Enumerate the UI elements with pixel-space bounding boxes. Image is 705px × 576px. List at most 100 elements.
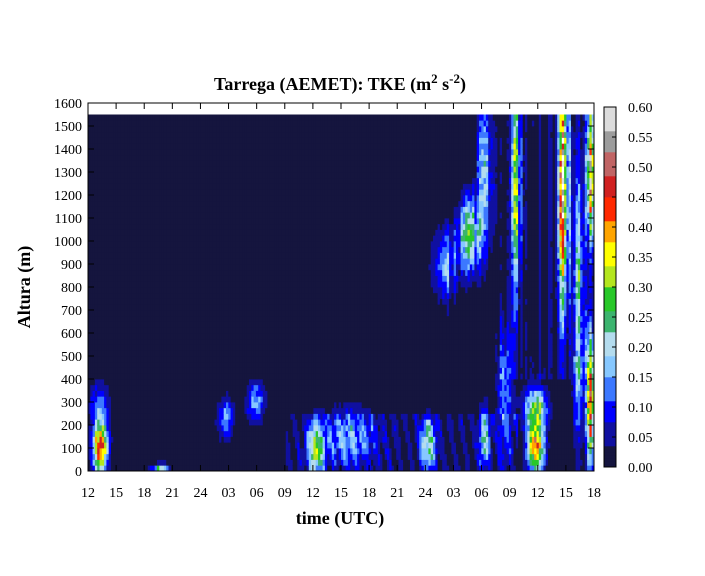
colorbar-segment	[604, 464, 616, 468]
y-tick-label: 0	[75, 465, 82, 480]
colorbar-segment	[604, 281, 616, 285]
colorbar-segment	[604, 455, 616, 459]
colorbar-segment	[604, 197, 616, 201]
x-tick-label: 09	[278, 486, 292, 501]
x-tick-label: 24	[193, 486, 207, 501]
colorbar-tick-label: 0.00	[628, 461, 653, 476]
x-tick-label: 12	[81, 486, 95, 501]
colorbar-segment	[604, 128, 616, 132]
title-mid: s	[438, 74, 450, 94]
colorbar-segment	[604, 170, 616, 174]
colorbar-segment	[604, 152, 616, 156]
colorbar-segment	[604, 257, 616, 261]
colorbar-segment	[604, 419, 616, 423]
colorbar-segment	[604, 416, 616, 420]
colorbar-segment	[604, 386, 616, 390]
y-tick-label: 1000	[54, 235, 82, 250]
title-sup-2: -2	[449, 71, 460, 86]
colorbar-segment	[604, 347, 616, 351]
colorbar-segment	[604, 359, 616, 363]
colorbar-segment	[604, 200, 616, 204]
colorbar-segment	[604, 110, 616, 114]
y-tick-label: 1400	[54, 143, 82, 158]
colorbar-segment	[604, 188, 616, 192]
x-axis-label: time (UTC)	[296, 508, 384, 529]
colorbar-segment	[604, 233, 616, 237]
colorbar-segment	[604, 422, 616, 426]
colorbar-segment	[604, 290, 616, 294]
colorbar-segment	[604, 350, 616, 354]
colorbar-segment	[604, 167, 616, 171]
colorbar-segment	[604, 458, 616, 462]
colorbar-segment	[604, 302, 616, 306]
colorbar-segment	[604, 326, 616, 330]
x-tick-label: 12	[531, 486, 545, 501]
y-axis: 0 100 200 300 400 500 600 700 800 900 1000 1100 1200…	[54, 97, 594, 480]
title-end: )	[460, 74, 466, 95]
colorbar-segment	[604, 395, 616, 399]
title-main: Tarrega (AEMET): TKE (m	[214, 74, 431, 95]
colorbar-tick-label: 0.15	[628, 371, 653, 386]
colorbar-segment	[604, 272, 616, 276]
colorbar-segment	[604, 284, 616, 288]
colorbar-segment	[604, 335, 616, 339]
x-axis: 12 15 18 21 24 03 06 09 12 15 18 21 24 03 06 09 12 15 18	[81, 103, 601, 501]
y-axis-label: Altura (m)	[14, 246, 35, 328]
colorbar-segment	[604, 368, 616, 372]
colorbar-segment	[604, 341, 616, 345]
x-tick-label: 03	[222, 486, 236, 501]
colorbar-segment	[604, 224, 616, 228]
colorbar-segment	[604, 383, 616, 387]
colorbar-segment	[604, 230, 616, 234]
colorbar-segment	[604, 440, 616, 444]
colorbar-segment	[604, 410, 616, 414]
colorbar-segment	[604, 275, 616, 279]
colorbar-segment	[604, 437, 616, 441]
colorbar-segment	[604, 215, 616, 219]
colorbar-segment	[604, 434, 616, 438]
colorbar-segment	[604, 131, 616, 135]
colorbar-segment	[604, 266, 616, 270]
colorbar-segment	[604, 398, 616, 402]
colorbar-tick-label: 0.60	[628, 101, 653, 116]
x-tick-label: 21	[390, 486, 404, 501]
colorbar-segment	[604, 374, 616, 378]
x-tick-label: 09	[503, 486, 517, 501]
colorbar-segment	[604, 212, 616, 216]
colorbar-segment	[604, 323, 616, 327]
colorbar-segment	[604, 155, 616, 159]
colorbar-segment	[604, 239, 616, 243]
colorbar-segment	[604, 236, 616, 240]
colorbar-segment	[604, 443, 616, 447]
colorbar-segment	[604, 149, 616, 153]
colorbar-segment	[604, 194, 616, 198]
colorbar-segment	[604, 218, 616, 222]
colorbar-segment	[604, 143, 616, 147]
colorbar-tick-label: 0.55	[628, 131, 653, 146]
y-tick-label: 600	[61, 327, 82, 342]
colorbar-segment	[604, 287, 616, 291]
colorbar-segment	[604, 305, 616, 309]
y-tick-label: 400	[61, 373, 82, 388]
colorbar-segment	[604, 404, 616, 408]
colorbar-segment	[604, 176, 616, 180]
colorbar-segment	[604, 377, 616, 381]
y-tick-label: 500	[61, 350, 82, 365]
colorbar-tick-label: 0.05	[628, 431, 653, 446]
x-tick-label: 18	[362, 486, 376, 501]
heatmap-field	[88, 114, 595, 472]
colorbar-segment	[604, 329, 616, 333]
colorbar-tick-label: 0.20	[628, 341, 653, 356]
x-tick-label: 15	[559, 486, 573, 501]
colorbar-segment	[604, 134, 616, 138]
y-tick-label: 900	[61, 258, 82, 273]
x-tick-label: 21	[165, 486, 179, 501]
colorbar-tick-label: 0.30	[628, 281, 653, 296]
x-tick-label: 15	[334, 486, 348, 501]
colorbar-segment	[604, 392, 616, 396]
colorbar-segment	[604, 299, 616, 303]
colorbar-segment	[604, 242, 616, 246]
colorbar-segment	[604, 452, 616, 456]
colorbar-segment	[604, 278, 616, 282]
